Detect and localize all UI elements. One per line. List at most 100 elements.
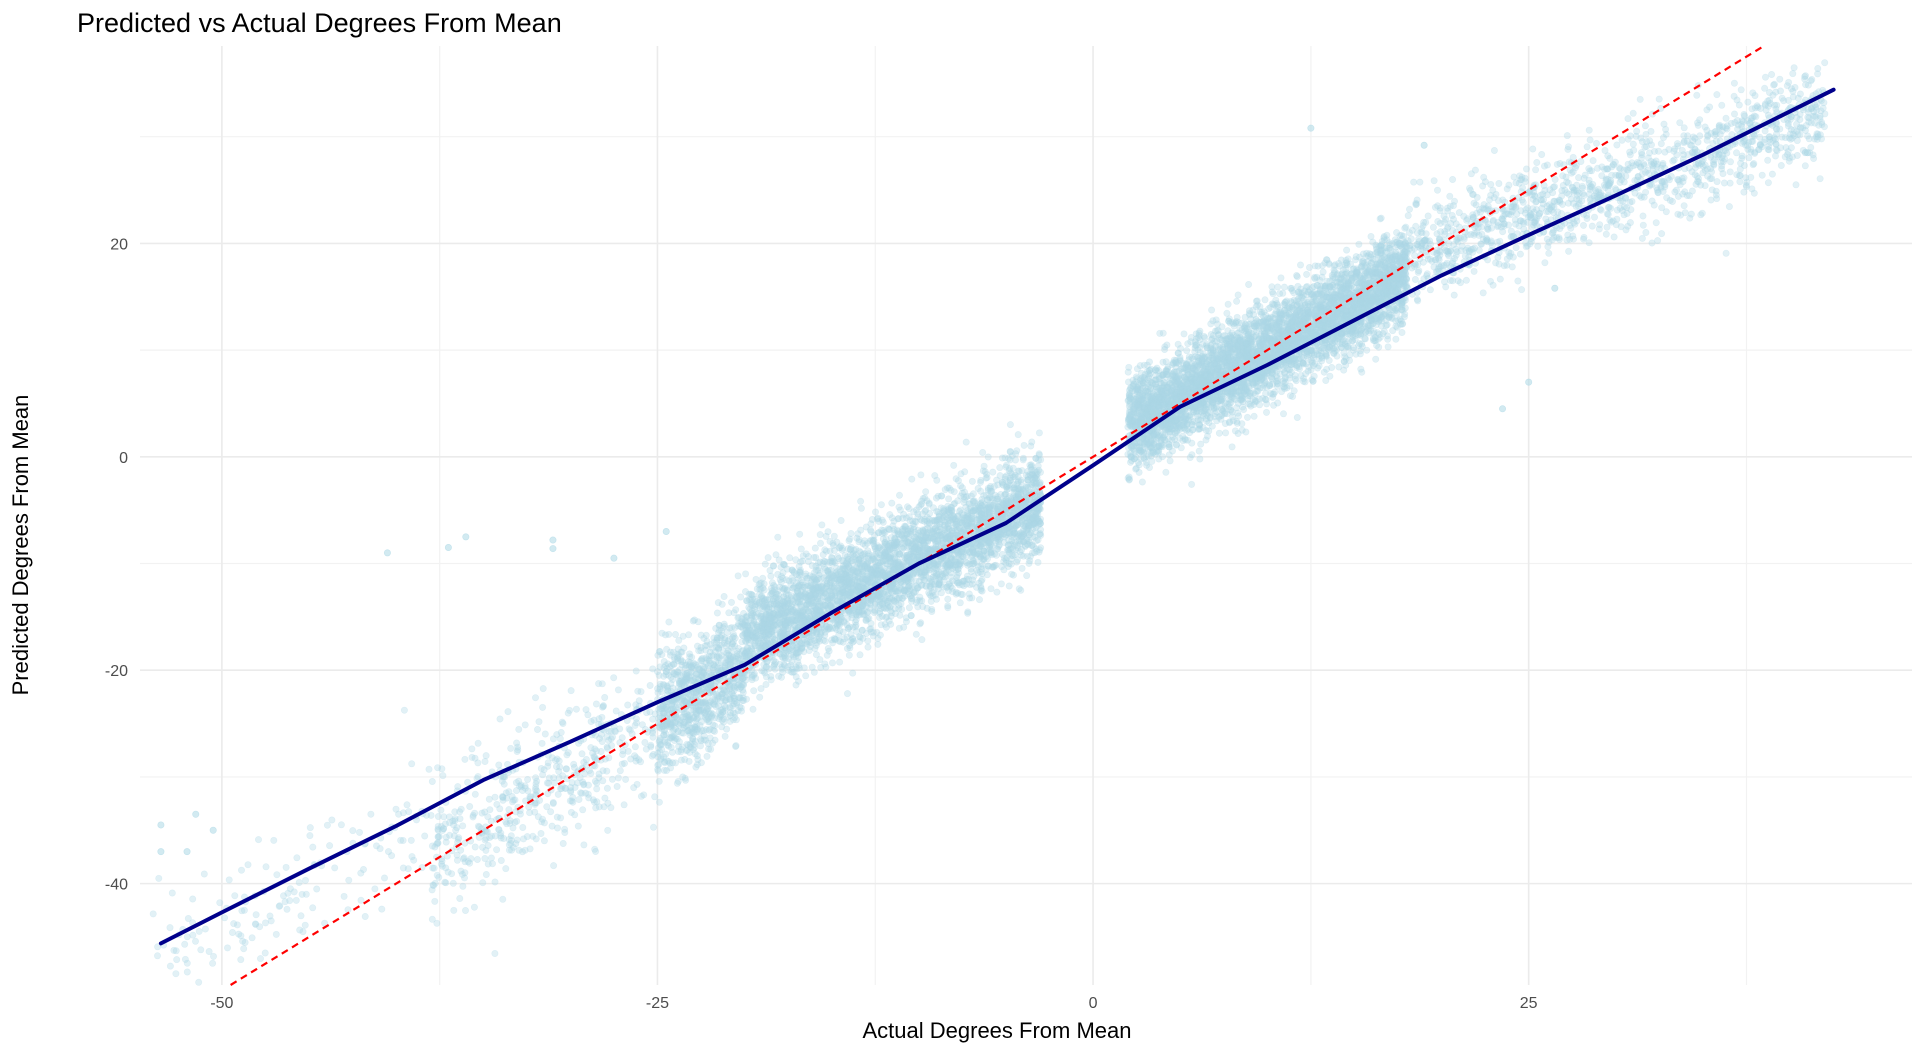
data-point	[229, 928, 237, 936]
data-point	[599, 767, 607, 775]
data-point	[1019, 552, 1027, 560]
data-point	[591, 755, 599, 763]
data-point	[580, 841, 588, 849]
data-point	[845, 651, 853, 659]
data-point	[730, 694, 738, 702]
data-point	[403, 801, 411, 809]
data-point	[549, 799, 557, 807]
data-point	[591, 845, 599, 853]
data-point	[883, 613, 891, 621]
data-point	[564, 749, 572, 757]
data-point	[544, 759, 552, 767]
data-point	[493, 800, 501, 808]
data-point	[484, 860, 492, 868]
data-point	[742, 570, 750, 578]
data-point	[459, 855, 467, 863]
data-point	[595, 770, 603, 778]
data-point	[620, 759, 628, 767]
data-point	[442, 879, 450, 887]
data-point	[531, 800, 539, 808]
data-point	[641, 738, 649, 746]
data-point	[874, 544, 882, 552]
data-point	[849, 669, 857, 677]
data-point	[567, 808, 575, 816]
data-point	[933, 476, 941, 484]
data-point	[757, 685, 765, 693]
data-point	[950, 461, 958, 469]
data-point	[256, 955, 264, 963]
data-point	[471, 809, 479, 817]
data-point	[580, 758, 588, 766]
data-point	[361, 912, 369, 920]
data-point	[306, 824, 314, 832]
data-point	[737, 683, 745, 691]
data-point	[1005, 547, 1013, 555]
data-point	[567, 788, 575, 796]
data-point	[982, 474, 990, 482]
data-point	[284, 889, 292, 897]
data-point	[656, 647, 664, 655]
data-point	[283, 905, 291, 913]
data-point	[802, 672, 810, 680]
data-point	[591, 777, 599, 785]
data-point	[631, 721, 639, 729]
data-point	[562, 784, 570, 792]
data-point	[435, 873, 443, 881]
data-point	[482, 752, 490, 760]
data-point	[837, 516, 845, 524]
data-point	[895, 491, 903, 499]
data-point	[587, 769, 595, 777]
data-point	[962, 580, 970, 588]
data-point	[601, 693, 609, 701]
data-point	[737, 593, 745, 601]
data-point	[604, 826, 612, 834]
data-point	[474, 822, 482, 830]
data-point	[255, 836, 263, 844]
data-point	[526, 809, 534, 817]
data-point	[449, 879, 457, 887]
data-point	[647, 743, 655, 751]
data-point	[241, 938, 249, 946]
data-point	[454, 783, 462, 791]
data-point	[634, 687, 642, 695]
data-point	[491, 949, 499, 957]
data-point	[649, 665, 657, 673]
data-point	[1029, 549, 1037, 557]
data-point	[540, 819, 548, 827]
data-point	[384, 848, 392, 856]
data-point	[440, 813, 448, 821]
data-point	[1037, 544, 1045, 552]
data-point	[507, 836, 515, 844]
data-point	[1020, 441, 1028, 449]
data-point	[981, 468, 989, 476]
data-point	[702, 736, 710, 744]
data-point	[256, 923, 264, 931]
data-point	[1023, 572, 1031, 580]
data-point	[593, 798, 601, 806]
data-point	[495, 825, 503, 833]
data-point	[491, 878, 499, 886]
data-point	[1014, 431, 1022, 439]
data-point	[225, 876, 233, 884]
data-point	[502, 865, 510, 873]
data-point	[585, 794, 593, 802]
data-point	[505, 806, 513, 814]
data-point	[819, 551, 827, 559]
data-point	[578, 789, 586, 797]
data-point	[603, 733, 611, 741]
data-point	[569, 798, 577, 806]
data-point	[456, 808, 464, 816]
data-point	[428, 886, 436, 894]
data-point	[679, 713, 687, 721]
data-point	[505, 841, 513, 849]
data-point	[649, 750, 657, 758]
data-point	[497, 829, 505, 837]
data-point	[656, 712, 664, 720]
data-point	[688, 734, 696, 742]
data-point	[453, 851, 461, 859]
data-point	[604, 799, 612, 807]
data-point	[504, 708, 512, 716]
data-point	[732, 742, 740, 750]
data-point	[266, 912, 274, 920]
data-point	[682, 776, 690, 784]
